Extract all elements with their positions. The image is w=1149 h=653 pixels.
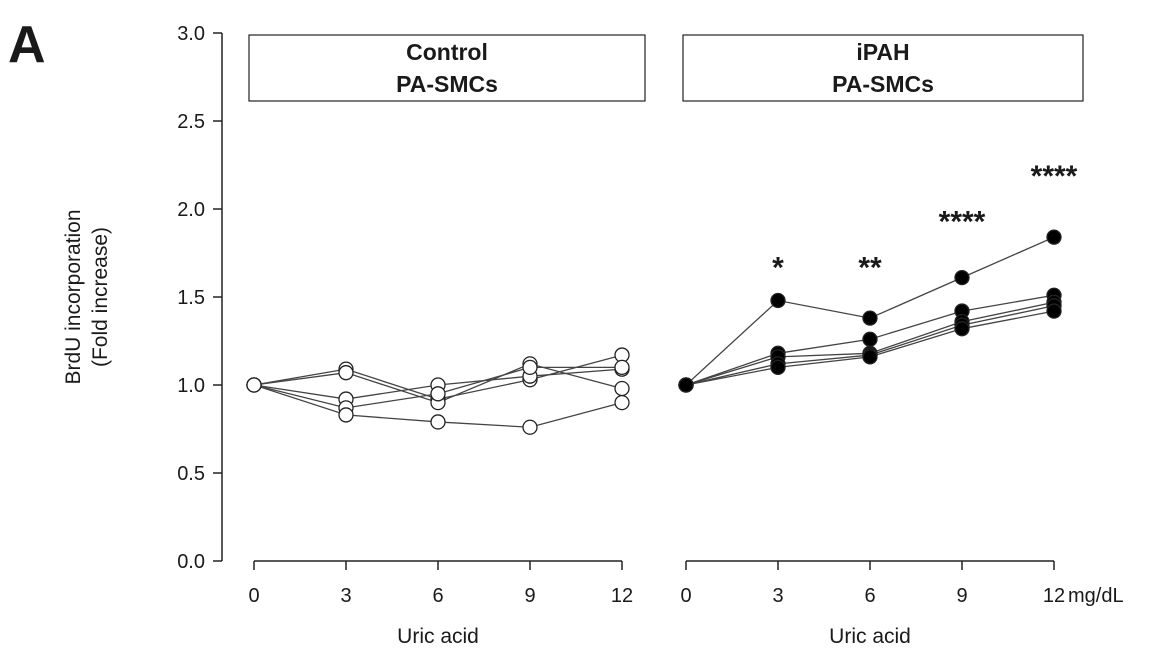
data-point [862, 331, 878, 347]
significance-layer: * ********** [772, 160, 1078, 285]
significance-label: ** [858, 251, 882, 284]
y-ticks: 0.0 0.5 1.0 1.5 2.0 2.5 3.0 [177, 23, 222, 573]
y-tick-label: 1.0 [177, 375, 205, 397]
panel-title-line1: Control [406, 39, 488, 65]
panel-title-line2: PA-SMCs [396, 71, 498, 97]
x-tick-label: 12 [611, 585, 633, 607]
data-point [614, 380, 630, 397]
y-axis-title-line2: (Fold increase) [89, 227, 112, 367]
panel-title-box [682, 34, 1084, 102]
data-point [522, 419, 538, 435]
panel-title-line1: iPAH [856, 39, 909, 65]
y-tick-label: 0.5 [177, 463, 205, 485]
significance-label: * [772, 251, 784, 284]
x-tick-label: 0 [248, 585, 259, 607]
x-unit-label: mg/dL [1068, 585, 1124, 607]
x-tick-label: 6 [864, 585, 875, 607]
x-axis-title: Uric acid [397, 625, 479, 648]
y-tick-label: 3.0 [177, 23, 205, 45]
data-point [430, 414, 446, 430]
x-tick-label: 6 [432, 585, 443, 607]
data-point [338, 407, 354, 423]
series-layer [678, 229, 1062, 393]
x-ticks: 0 3 6 9 12 [680, 561, 1065, 607]
data-point [338, 365, 354, 381]
panel-letter: A [8, 16, 46, 74]
data-point [862, 349, 878, 365]
data-point [1046, 303, 1062, 319]
data-point [770, 359, 786, 376]
data-point [954, 321, 970, 337]
panel-title-box [248, 34, 646, 102]
y-axis-title-line1: BrdU incorporation [62, 209, 85, 384]
panel-ipah: iPAH PA-SMCs 0 3 6 9 12 * ********** mg/dL Ur… [678, 34, 1124, 648]
y-tick-label: 2.5 [177, 111, 205, 133]
y-axis: 0.0 0.5 1.0 1.5 2.0 2.5 3.0 BrdU incorporation… [62, 23, 223, 573]
data-point [862, 310, 878, 326]
data-point [678, 377, 694, 393]
panel-control: Control PA-SMCs 0 3 6 9 12 Uric acid [246, 34, 646, 648]
x-tick-label: 3 [340, 585, 351, 607]
y-tick-label: 1.5 [177, 287, 205, 309]
data-point [522, 359, 538, 376]
data-point [954, 269, 970, 286]
data-point [430, 386, 446, 402]
data-point [1046, 229, 1062, 245]
x-tick-label: 9 [524, 585, 535, 607]
significance-label: **** [1031, 160, 1078, 193]
significance-label: **** [939, 206, 986, 239]
data-point [770, 292, 786, 309]
x-tick-label: 3 [772, 585, 783, 607]
x-axis-title: Uric acid [829, 625, 911, 648]
y-tick-label: 2.0 [177, 199, 205, 221]
data-point [614, 359, 630, 376]
series-layer [246, 347, 630, 435]
data-point [614, 394, 630, 411]
data-point [246, 377, 262, 393]
y-tick-label: 0.0 [177, 551, 205, 573]
x-tick-label: 0 [680, 585, 691, 607]
x-ticks: 0 3 6 9 12 [248, 561, 633, 607]
x-tick-label: 12 [1043, 585, 1065, 607]
x-tick-label: 9 [956, 585, 967, 607]
panel-title-line2: PA-SMCs [832, 71, 934, 97]
